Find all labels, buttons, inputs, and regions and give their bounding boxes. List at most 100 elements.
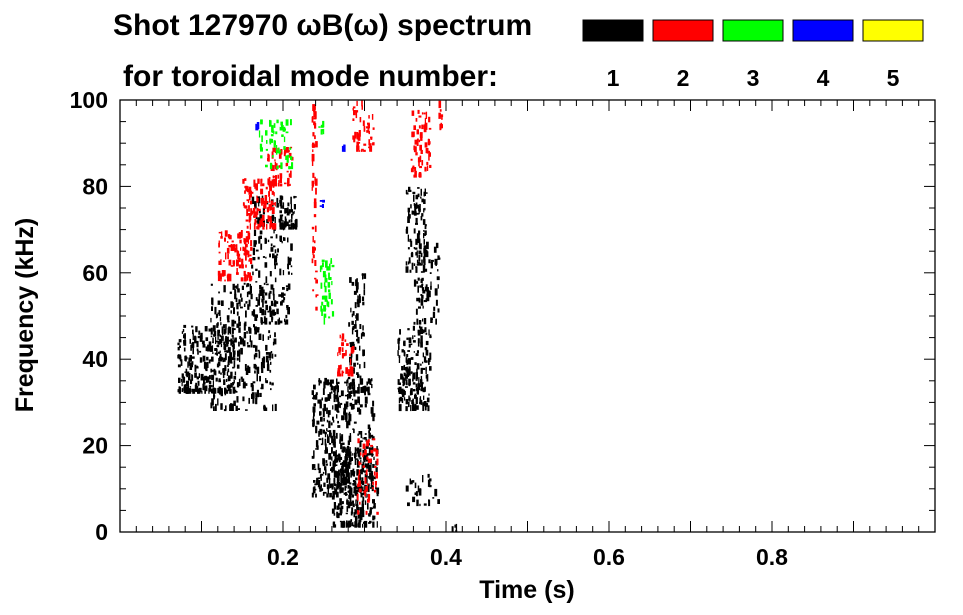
spectrum-point: [332, 429, 336, 437]
spectrum-point: [363, 289, 366, 296]
spectrum-point: [219, 316, 222, 322]
spectrum-point: [350, 504, 352, 506]
spectrum-point: [358, 130, 361, 137]
spectrum-point: [311, 160, 314, 166]
spectrum-point: [405, 485, 409, 492]
spectrum-point: [262, 200, 266, 205]
spectrum-point: [339, 404, 341, 409]
mode-2-region-1: [217, 230, 253, 282]
spectrum-point: [237, 288, 240, 293]
spectrum-point: [413, 194, 415, 202]
spectrum-point: [359, 364, 361, 369]
spectrum-point: [405, 406, 408, 412]
spectrum-point: [359, 452, 362, 456]
spectrum-point: [348, 451, 351, 459]
spectrum-point: [408, 210, 410, 218]
spectrum-point: [351, 522, 354, 527]
spectrum-point: [241, 230, 243, 235]
spectrum-point: [366, 126, 368, 129]
spectrum-point: [250, 246, 253, 251]
spectrum-point: [416, 318, 419, 325]
spectrum-point: [353, 486, 356, 493]
legend-swatch-mode-2: [652, 19, 714, 42]
spectrum-point: [258, 130, 261, 138]
spectrum-point: [398, 357, 401, 363]
spectrum-point: [241, 264, 244, 269]
spectrum-point: [280, 196, 284, 200]
spectrum-point: [413, 279, 417, 287]
spectrum-point: [248, 231, 250, 237]
spectrum-point: [416, 233, 420, 240]
spectrum-point: [366, 469, 368, 472]
spectrum-point: [399, 396, 402, 402]
spectrum-point: [313, 202, 317, 209]
spectrum-point: [422, 318, 424, 322]
spectrum-point: [217, 275, 221, 282]
spectrum-point: [426, 241, 429, 250]
spectrum-point: [354, 131, 357, 139]
spectrum-point: [370, 478, 372, 481]
spectrum-point: [214, 369, 216, 375]
spectrum-point: [262, 300, 264, 308]
spectrum-point: [314, 240, 316, 244]
spectrum-point: [347, 461, 351, 466]
spectrum-point: [426, 165, 429, 171]
spectrum-point: [247, 304, 249, 310]
spectrum-point: [344, 456, 348, 463]
spectrum-point: [331, 281, 333, 286]
spectrum-point: [227, 361, 230, 366]
spectrum-point: [242, 178, 245, 184]
spectrum-point: [287, 180, 290, 187]
spectrum-point: [269, 208, 271, 211]
spectrum-point: [416, 297, 420, 302]
spectrum-point: [439, 109, 442, 112]
spectrum-point: [208, 380, 212, 384]
spectrum-point: [209, 346, 213, 348]
spectrum-point: [423, 233, 425, 239]
spectrum-point: [229, 327, 232, 335]
spectrum-point: [357, 372, 359, 378]
spectrum-point: [182, 329, 185, 332]
spectrum-point: [344, 486, 347, 491]
spectrum-point: [340, 439, 343, 442]
spectrum-point: [179, 345, 181, 348]
spectrum-point: [220, 343, 223, 348]
spectrum-point: [314, 468, 317, 471]
spectrum-point: [289, 147, 292, 150]
spectrum-point: [337, 401, 340, 408]
spectrum-point: [272, 179, 276, 187]
spectrum-point: [233, 357, 236, 361]
x-tick-label: 0.8: [756, 544, 788, 570]
spectrum-point: [319, 380, 322, 384]
spectrum-point: [322, 459, 326, 467]
spectrum-point: [425, 284, 428, 292]
spectrum-point: [315, 392, 318, 395]
spectrum-point: [354, 330, 357, 332]
spectrum-point: [348, 414, 352, 422]
spectrum-point: [353, 428, 355, 434]
spectrum-point: [257, 256, 260, 260]
spectrum-point: [255, 392, 257, 398]
spectrum-point: [368, 447, 372, 452]
spectrum-point: [274, 263, 276, 270]
spectrum-point: [186, 388, 188, 394]
spectrum-point: [432, 311, 436, 318]
spectrum-point: [274, 179, 277, 187]
spectrum-point: [291, 209, 293, 213]
spectrum-point: [312, 236, 314, 243]
spectrum-point: [196, 376, 199, 380]
spectrum-point: [331, 447, 333, 454]
spectrum-point: [274, 354, 277, 357]
spectrum-point: [358, 519, 362, 523]
spectrum-point: [364, 520, 368, 528]
spectrum-point: [432, 497, 435, 499]
spectrum-point: [405, 374, 408, 379]
spectrum-point: [330, 422, 333, 426]
spectrum-point: [423, 245, 427, 253]
spectrum-point: [417, 238, 421, 244]
spectrum-point: [413, 203, 415, 206]
spectrum-point: [437, 255, 440, 260]
spectrum-point: [322, 471, 325, 474]
spectrum-point: [421, 124, 424, 130]
